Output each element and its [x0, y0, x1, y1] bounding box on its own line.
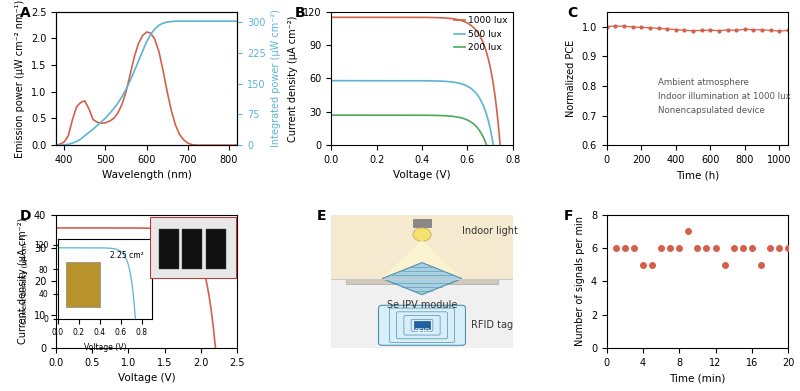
FancyBboxPatch shape [378, 305, 466, 345]
Text: A: A [20, 6, 30, 20]
Point [718, 262, 731, 268]
Bar [414, 321, 430, 329]
Line: 200 lux: 200 lux [331, 115, 486, 145]
500 lux [405, 78, 414, 83]
1000 lux [407, 15, 417, 20]
Legend: 1000 lux, 500 lux, 200 lux: 1000 lux, 500 lux, 200 lux [454, 16, 508, 52]
Text: Indoor light: Indoor light [462, 226, 518, 235]
200 lux [402, 113, 411, 118]
Point [682, 228, 694, 234]
Point [746, 245, 758, 251]
Point [664, 245, 677, 251]
500 lux [485, 124, 494, 128]
Point [618, 245, 631, 251]
200 lux [326, 113, 336, 117]
Bar [346, 279, 498, 284]
Point [727, 245, 740, 251]
X-axis label: Voltage (V): Voltage (V) [393, 170, 451, 180]
Ellipse shape [413, 228, 431, 241]
Bar [413, 219, 431, 226]
Point [646, 262, 658, 268]
Text: Se IPV module: Se IPV module [387, 300, 457, 310]
Text: RFID: RFID [414, 328, 430, 334]
Y-axis label: Normalized PCE: Normalized PCE [566, 40, 576, 117]
Line: 1000 lux: 1000 lux [331, 17, 500, 145]
Point [627, 245, 640, 251]
1000 lux [465, 22, 474, 27]
500 lux [489, 143, 498, 147]
Point [700, 245, 713, 251]
200 lux [478, 134, 488, 139]
Point [673, 245, 686, 251]
Point [709, 245, 722, 251]
500 lux [459, 83, 469, 87]
Text: B: B [295, 6, 306, 20]
Point [782, 245, 794, 251]
X-axis label: Voltage (V): Voltage (V) [118, 373, 175, 383]
500 lux [423, 79, 433, 83]
Y-axis label: Integrated power (μW cm⁻²): Integrated power (μW cm⁻²) [271, 9, 282, 147]
1000 lux [495, 143, 505, 147]
1000 lux [491, 103, 501, 108]
200 lux [410, 113, 420, 118]
1000 lux [427, 15, 437, 20]
Y-axis label: Emission power (μW cm⁻² nm⁻¹): Emission power (μW cm⁻² nm⁻¹) [15, 0, 26, 158]
Point [654, 245, 667, 251]
1000 lux [418, 15, 427, 20]
500 lux [403, 78, 413, 83]
Text: C: C [567, 6, 578, 20]
Point [610, 245, 622, 251]
Polygon shape [382, 263, 462, 294]
Point [637, 262, 650, 268]
Text: Ambient atmosphere
Indoor illumination at 1000 lux
Nonencapsulated device: Ambient atmosphere Indoor illumination a… [658, 79, 790, 115]
Polygon shape [382, 240, 462, 279]
Text: F: F [563, 209, 573, 223]
Text: E: E [317, 209, 326, 223]
Text: RFID tag: RFID tag [471, 320, 513, 330]
Point [691, 245, 704, 251]
Text: D: D [20, 209, 31, 223]
1000 lux [326, 15, 336, 20]
200 lux [419, 113, 429, 118]
Point [736, 245, 749, 251]
Point [754, 262, 767, 268]
200 lux [400, 113, 410, 118]
Point [763, 245, 776, 251]
X-axis label: Time (min): Time (min) [670, 373, 726, 383]
500 lux [414, 78, 424, 83]
Y-axis label: Current density (μA cm⁻²): Current density (μA cm⁻²) [18, 218, 28, 344]
X-axis label: Wavelength (nm): Wavelength (nm) [102, 170, 191, 180]
200 lux [482, 143, 491, 147]
Bar [331, 215, 513, 279]
Y-axis label: Number of signals per min: Number of signals per min [575, 216, 586, 346]
1000 lux [408, 15, 418, 20]
500 lux [326, 78, 336, 83]
Y-axis label: Current density (μA cm⁻²): Current density (μA cm⁻²) [288, 15, 298, 142]
X-axis label: Time (h): Time (h) [676, 170, 719, 180]
Point [773, 245, 786, 251]
Bar [331, 279, 513, 348]
Line: 500 lux: 500 lux [331, 81, 494, 145]
200 lux [454, 115, 463, 120]
